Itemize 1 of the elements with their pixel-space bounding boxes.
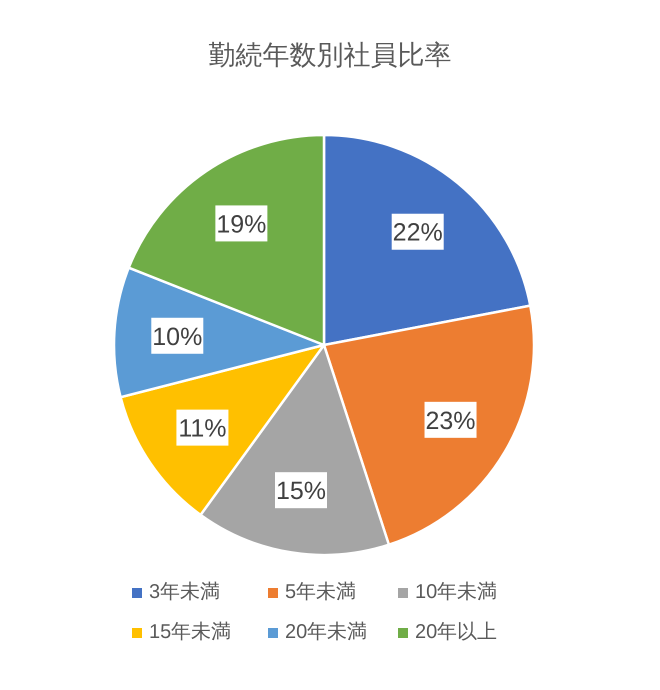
title: 勤続年数別社員比率	[208, 40, 452, 70]
